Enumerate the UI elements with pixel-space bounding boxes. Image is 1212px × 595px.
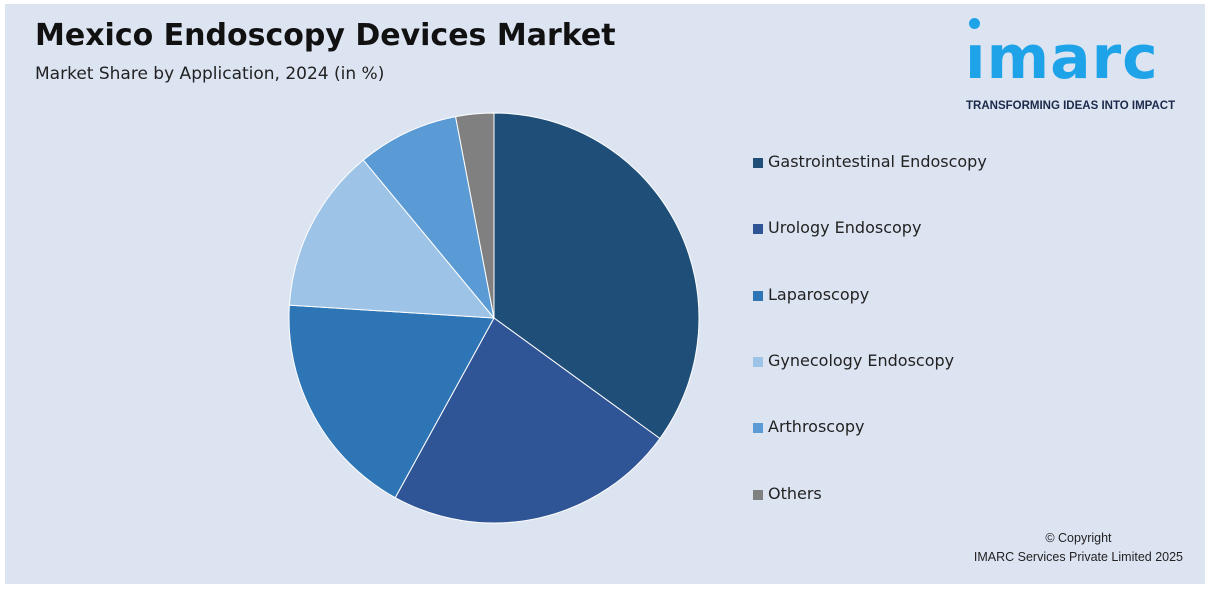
logo-dot-icon — [969, 18, 980, 29]
legend-label: Urology Endoscopy — [768, 218, 922, 238]
copyright-notice: © Copyright IMARC Services Private Limit… — [974, 529, 1183, 567]
legend-swatch — [753, 224, 763, 235]
legend-label: Gastrointestinal Endoscopy — [768, 152, 987, 171]
pie-slice-urology-endoscopy — [394, 317, 661, 524]
legend-swatch — [753, 423, 763, 434]
legend-label: Arthroscopy — [768, 417, 865, 437]
page-title: Mexico Endoscopy Devices Market — [35, 18, 616, 53]
pie-slice-others — [455, 112, 495, 319]
legend-swatch — [753, 489, 763, 500]
legend-label: Laparoscopy — [768, 284, 870, 304]
logo-tagline: TRANSFORMING IDEAS INTO IMPACT — [966, 100, 1176, 112]
pie-slice-gastrointestinal-endoscopy — [493, 112, 700, 440]
legend-label: Gynecology Endoscopy — [768, 350, 955, 370]
pie-slice-arthroscopy — [362, 116, 495, 319]
legend-swatch — [753, 290, 763, 301]
pie-chart — [288, 112, 700, 524]
page-subtitle: Market Share by Application, 2024 (in %) — [35, 64, 385, 84]
imarc-logo: ımarc TRANSFORMING IDEAS INTO IMPACT — [960, 12, 1200, 122]
copyright-line2: IMARC Services Private Limited 2025 — [973, 550, 1183, 564]
pie-slice-laparoscopy — [288, 304, 495, 499]
copyright-line1: © Copyright — [1045, 531, 1112, 545]
legend-swatch — [753, 356, 763, 367]
pie-slice-gynecology-endoscopy — [288, 159, 496, 319]
logo-wordmark: ımarc — [965, 23, 1159, 93]
legend-swatch — [753, 158, 763, 168]
legend-label: Others — [768, 483, 822, 503]
chart-card: Mexico Endoscopy Devices Market Market S… — [5, 4, 1205, 584]
